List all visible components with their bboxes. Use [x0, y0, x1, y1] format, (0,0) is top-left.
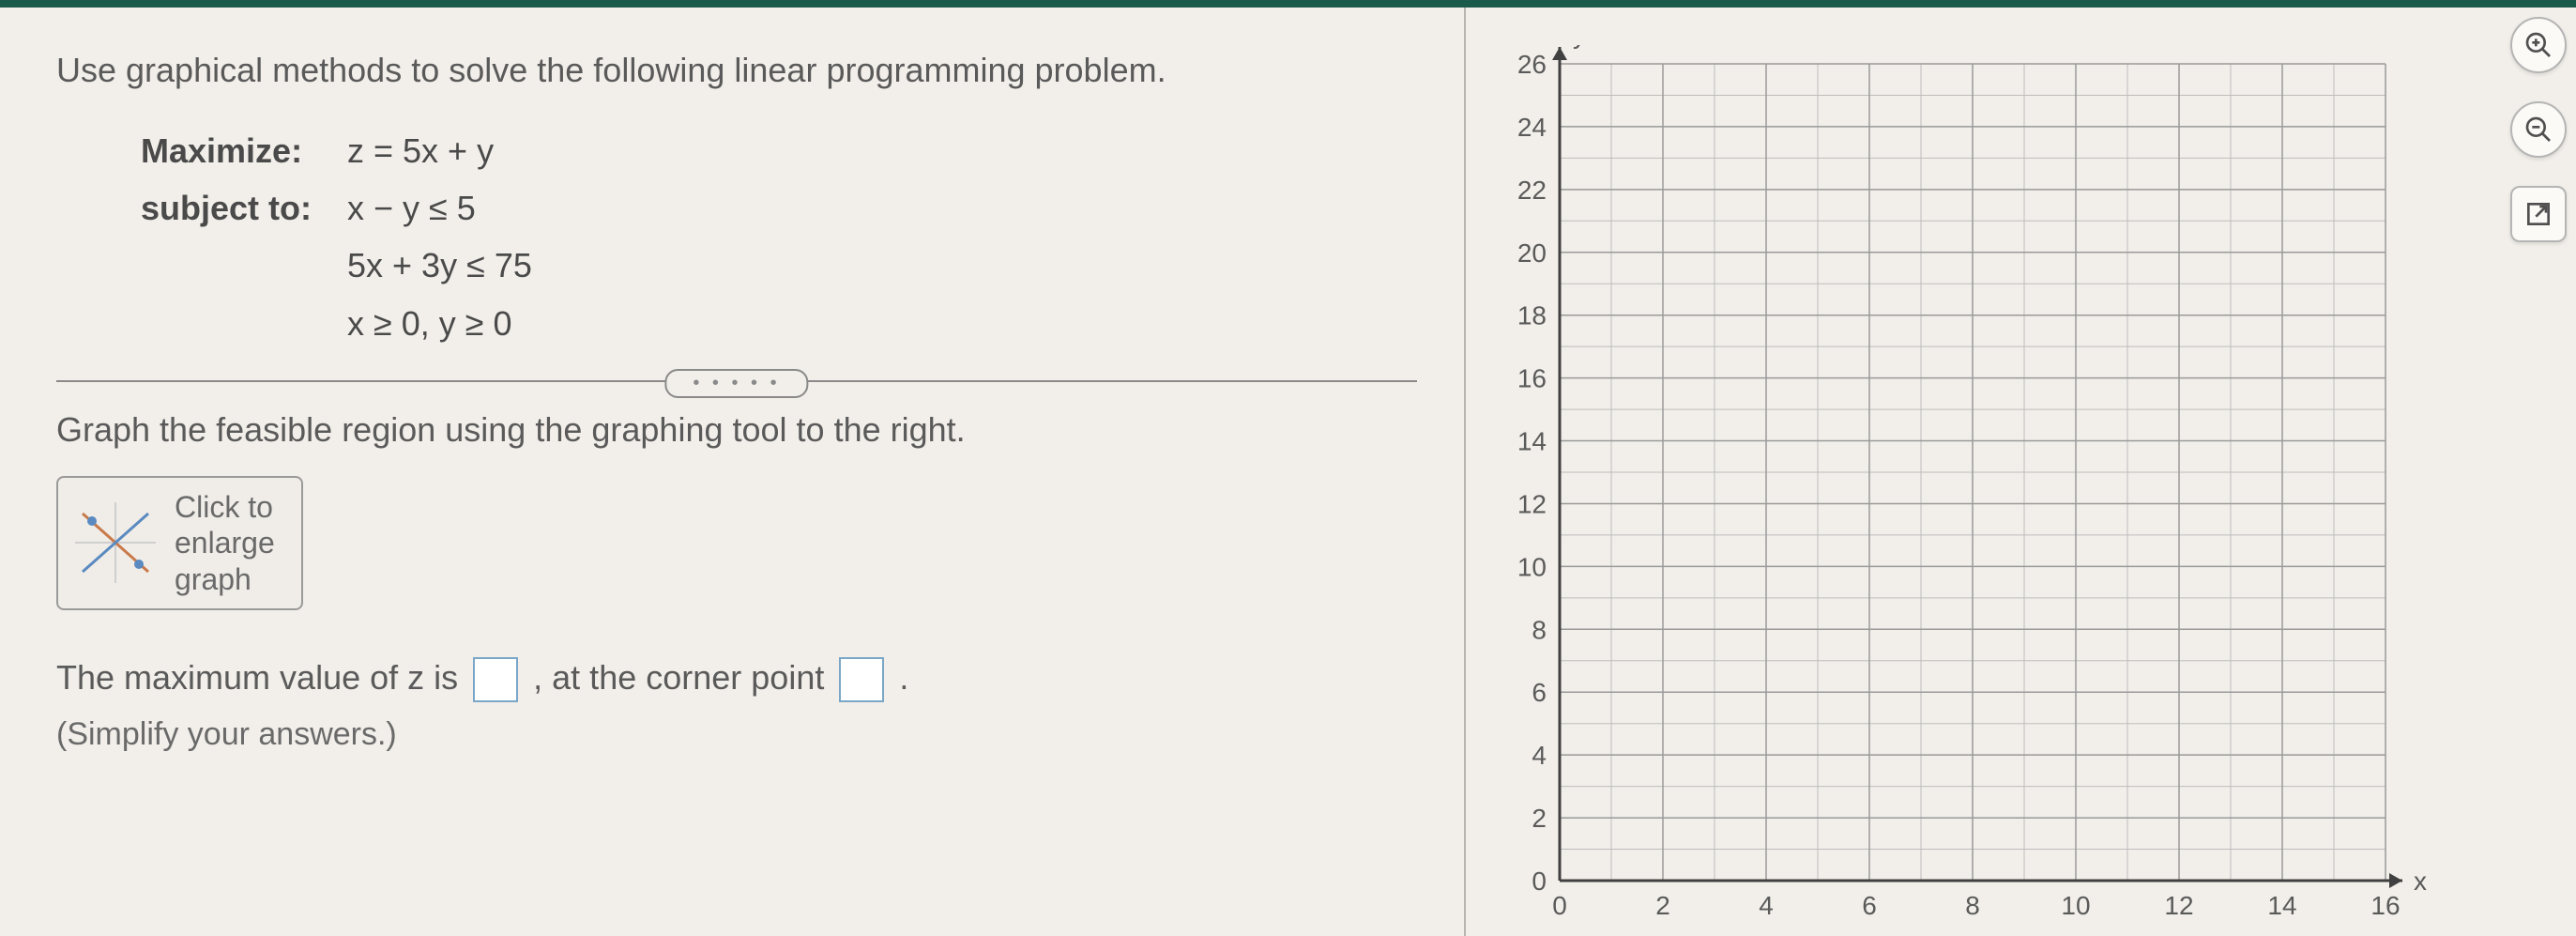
max-value-input[interactable] [473, 657, 518, 702]
maximize-label: Maximize: [141, 122, 347, 179]
maximize-expression: z = 5x + y [347, 122, 494, 179]
svg-text:24: 24 [1517, 113, 1547, 142]
answer-sentence: The maximum value of z is , at the corne… [56, 648, 1417, 709]
section-divider: • • • • • [56, 380, 1417, 382]
popout-button[interactable] [2510, 186, 2567, 242]
enlarge-graph-label: Click to enlarge graph [175, 489, 275, 597]
answer-text-2: , at the corner point [533, 658, 833, 697]
answer-text-1: The maximum value of z is [56, 658, 467, 697]
svg-text:2: 2 [1655, 891, 1670, 920]
svg-text:6: 6 [1862, 891, 1877, 920]
svg-text:18: 18 [1517, 301, 1547, 330]
svg-text:10: 10 [1517, 552, 1547, 581]
svg-text:12: 12 [2164, 891, 2193, 920]
constraint-3: x ≥ 0, y ≥ 0 [347, 295, 1417, 352]
graph-instruction: Graph the feasible region using the grap… [56, 410, 1417, 450]
constraints-block: Maximize: z = 5x + y subject to: x − y ≤… [141, 122, 1417, 352]
svg-text:8: 8 [1965, 891, 1980, 920]
graph-tools [2510, 17, 2567, 242]
svg-text:12: 12 [1517, 489, 1547, 518]
subject-to-label: subject to: [141, 179, 347, 237]
constraint-1: x − y ≤ 5 [347, 179, 476, 237]
page-root: Use graphical methods to solve the follo… [0, 0, 2576, 936]
svg-text:6: 6 [1532, 678, 1547, 707]
svg-text:14: 14 [2267, 891, 2296, 920]
svg-text:4: 4 [1759, 891, 1774, 920]
graph-thumbnail-icon [75, 502, 156, 583]
simplify-hint: (Simplify your answers.) [56, 716, 1417, 753]
svg-text:0: 0 [1532, 867, 1547, 896]
question-panel: Use graphical methods to solve the follo… [0, 8, 1464, 936]
svg-text:20: 20 [1517, 238, 1547, 268]
zoom-in-button[interactable] [2510, 17, 2567, 73]
svg-text:26: 26 [1517, 50, 1547, 79]
svg-text:8: 8 [1532, 615, 1547, 644]
svg-text:4: 4 [1532, 741, 1547, 770]
svg-text:16: 16 [2370, 891, 2400, 920]
problem-intro: Use graphical methods to solve the follo… [56, 45, 1417, 96]
divider-handle[interactable]: • • • • • [664, 369, 808, 398]
svg-text:22: 22 [1517, 176, 1547, 205]
svg-text:y: y [1573, 45, 1586, 49]
graph-panel: 024681012141602468101214161820222426xy [1464, 8, 2576, 936]
answer-text-3: . [899, 658, 908, 697]
zoom-out-button[interactable] [2510, 101, 2567, 158]
svg-text:2: 2 [1532, 804, 1547, 833]
enlarge-graph-button[interactable]: Click to enlarge graph [56, 476, 303, 610]
corner-point-input[interactable] [839, 657, 884, 702]
svg-text:14: 14 [1517, 427, 1547, 456]
coordinate-grid[interactable]: 024681012141602468101214161820222426xy [1494, 45, 2451, 928]
svg-text:16: 16 [1517, 364, 1547, 393]
svg-text:10: 10 [2061, 891, 2090, 920]
svg-text:x: x [2414, 867, 2427, 896]
svg-text:0: 0 [1552, 891, 1567, 920]
constraint-2: 5x + 3y ≤ 75 [347, 237, 1417, 294]
